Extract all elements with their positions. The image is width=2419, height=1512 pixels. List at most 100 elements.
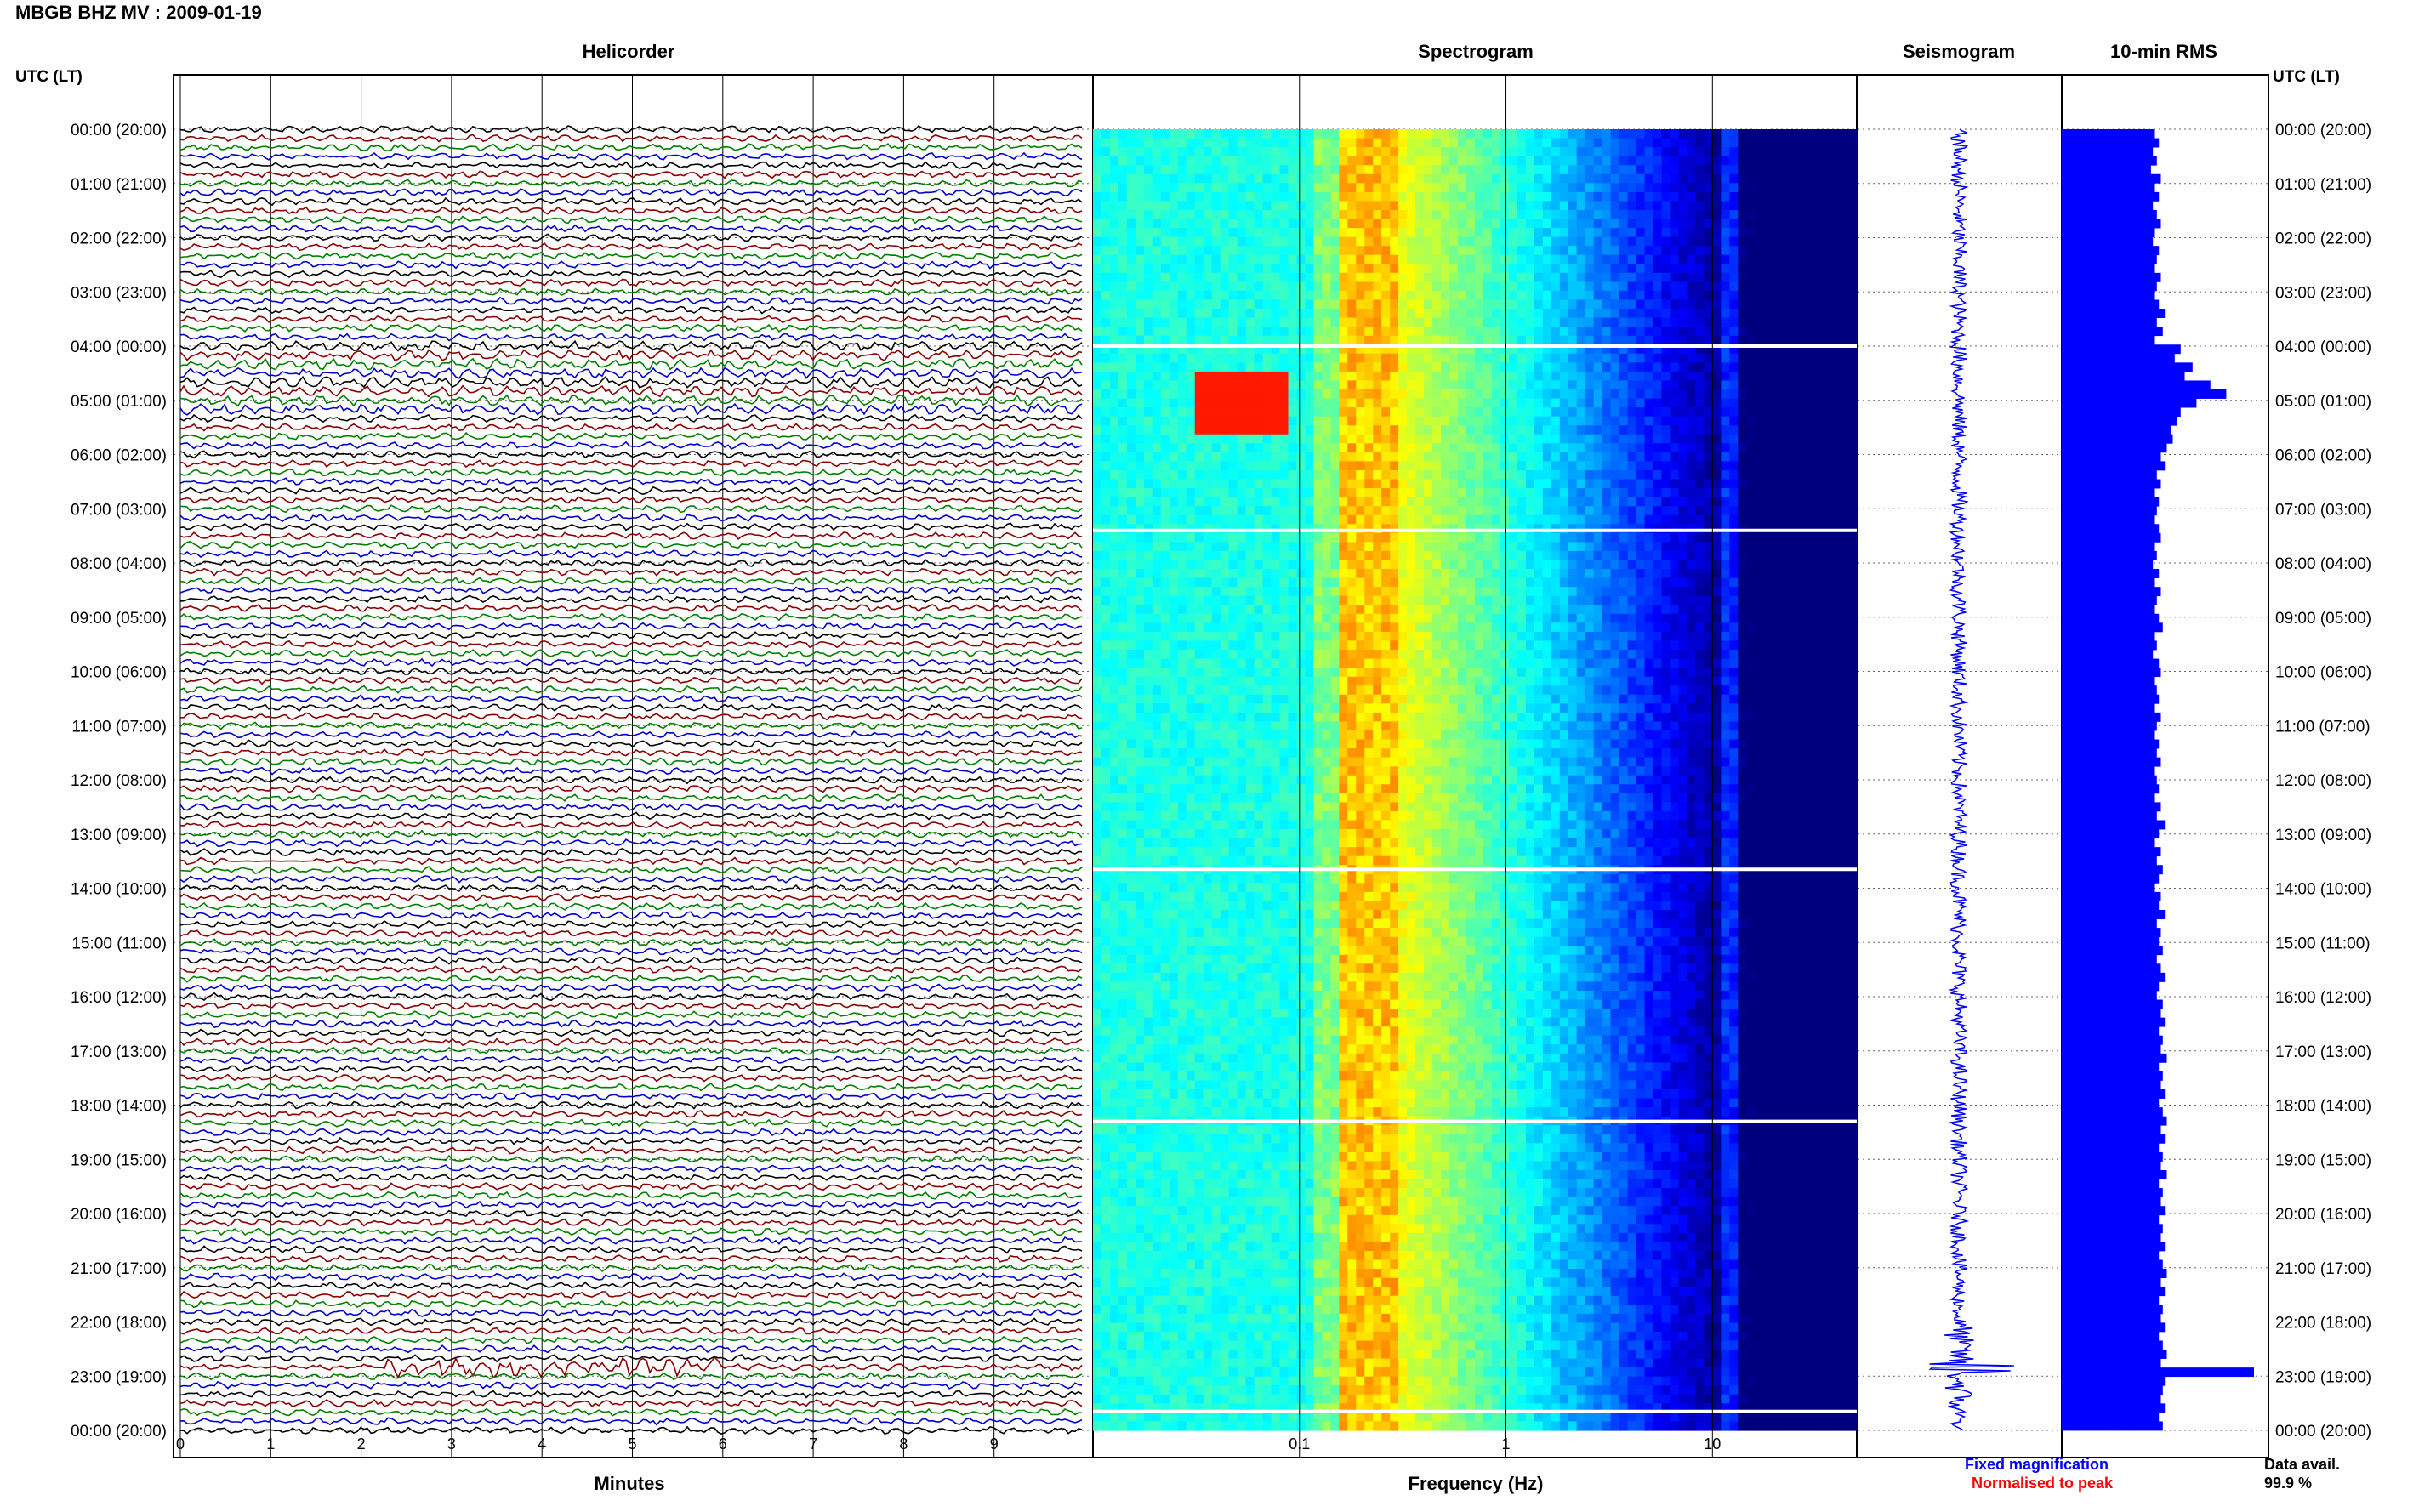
- spectrogram-cell: [1627, 488, 1637, 498]
- spectrogram-cell: [1339, 236, 1348, 247]
- spectrogram-cell: [1576, 362, 1586, 372]
- spectrogram-cell: [1211, 138, 1221, 148]
- spectrogram-cell: [1347, 317, 1357, 327]
- spectrogram-cell: [1763, 371, 1773, 382]
- spectrogram-cell: [1483, 191, 1493, 202]
- spectrogram-cell: [1814, 362, 1824, 372]
- spectrogram-cell: [1831, 210, 1841, 220]
- spectrogram-cell: [1424, 129, 1433, 139]
- spectrogram-cell: [1228, 407, 1238, 418]
- spectrogram-cell: [1475, 389, 1484, 400]
- spectrogram-cell: [1373, 425, 1382, 435]
- spectrogram-cell: [1296, 569, 1306, 579]
- spectrogram-cell: [1695, 452, 1705, 463]
- spectrogram-cell: [1143, 380, 1153, 390]
- spectrogram-cell: [1814, 219, 1824, 229]
- spectrogram-cell: [1322, 488, 1331, 498]
- spectrogram-cell: [1534, 335, 1544, 345]
- spectrogram-cell: [1780, 550, 1790, 561]
- spectrogram-cell: [1619, 264, 1629, 274]
- spectrogram-cell: [1466, 380, 1476, 390]
- spectrogram-cell: [1220, 443, 1230, 453]
- spectrogram-cell: [1721, 560, 1730, 570]
- helicorder-trace: [179, 170, 1083, 179]
- spectrogram-cell: [1704, 272, 1713, 282]
- spectrogram-cell: [1152, 362, 1162, 372]
- time-tick-left: 13:00 (09:00): [71, 827, 167, 844]
- spectrogram-cell: [1364, 371, 1374, 382]
- spectrogram-cell: [1661, 246, 1671, 256]
- spectrogram-cell: [1305, 183, 1314, 193]
- spectrogram-cell: [1220, 254, 1230, 264]
- spectrogram-cell: [1432, 380, 1442, 390]
- spectrogram-cell: [1466, 479, 1476, 489]
- spectrogram-cell: [1177, 532, 1187, 543]
- spectrogram-cell: [1542, 425, 1552, 435]
- spectrogram-cell: [1322, 560, 1331, 570]
- spectrogram-cell: [1271, 389, 1281, 400]
- spectrogram-cell: [1245, 156, 1255, 166]
- spectrogram-cell: [1593, 398, 1603, 408]
- spectrogram-cell: [1313, 309, 1323, 319]
- spectrogram-cell: [1475, 191, 1484, 202]
- spectrogram-cell: [1525, 470, 1535, 480]
- spectrogram-cell: [1568, 165, 1578, 175]
- spectrogram-cell: [1152, 299, 1162, 310]
- spectrogram-cell: [1492, 425, 1501, 435]
- spectrogram-cell: [1449, 219, 1459, 229]
- spectrogram-cell: [1687, 228, 1696, 238]
- spectrogram-cell: [1194, 353, 1204, 363]
- spectrogram-cell: [1424, 362, 1433, 372]
- spectrogram-cell: [1831, 416, 1841, 426]
- spectrogram-cell: [1500, 327, 1510, 337]
- spectrogram-cell: [1763, 479, 1773, 489]
- spectrogram-cell: [1593, 344, 1603, 355]
- helicorder-trace: [179, 1065, 1083, 1074]
- spectrogram-cell: [1330, 479, 1340, 489]
- spectrogram-cell: [1475, 569, 1484, 579]
- spectrogram-cell: [1313, 129, 1323, 139]
- spectrogram-cell: [1738, 443, 1747, 453]
- spectrogram-cell: [1568, 246, 1578, 256]
- time-tick-left: 15:00 (11:00): [71, 935, 167, 952]
- spectrogram-cell: [1364, 327, 1374, 337]
- spectrogram-cell: [1797, 210, 1807, 220]
- spectrogram-cell: [1143, 129, 1153, 139]
- spectrogram-cell: [1169, 165, 1179, 175]
- spectrogram-cell: [1279, 246, 1289, 256]
- spectrogram-cell: [1729, 299, 1739, 310]
- spectrogram-cell: [1492, 173, 1501, 184]
- spectrogram-cell: [1449, 309, 1459, 319]
- spectrogram-cell: [1704, 281, 1713, 292]
- spectrogram-cell: [1356, 254, 1365, 264]
- spectrogram-cell: [1755, 577, 1764, 588]
- spectrogram-cell: [1415, 398, 1425, 408]
- spectrogram-cell: [1143, 281, 1153, 292]
- spectrogram-cell: [1789, 353, 1798, 363]
- spectrogram-cell: [1678, 488, 1688, 498]
- spectrogram-cell: [1568, 228, 1578, 238]
- spectrogram-cell: [1789, 327, 1798, 337]
- spectrogram-cell: [1492, 389, 1501, 400]
- spectrogram-cell: [1738, 353, 1747, 363]
- spectrogram-cell: [1729, 327, 1739, 337]
- spectrogram-cell: [1627, 577, 1637, 588]
- spectrogram-cell: [1415, 587, 1425, 597]
- spectrogram-cell: [1135, 595, 1145, 605]
- spectrogram-cell: [1475, 371, 1484, 382]
- spectrogram-cell: [1636, 138, 1646, 148]
- spectrogram-cell: [1194, 299, 1204, 310]
- spectrogram-cell: [1101, 434, 1111, 444]
- spectrogram-cell: [1627, 165, 1637, 175]
- spectrogram-cell: [1390, 210, 1399, 220]
- spectrogram-cell: [1093, 173, 1102, 184]
- spectrogram-cell: [1347, 416, 1357, 426]
- spectrogram-cell: [1806, 344, 1815, 355]
- spectrogram-cell: [1585, 344, 1595, 355]
- spectrogram-cell: [1305, 577, 1314, 588]
- spectrogram-cell: [1126, 147, 1136, 157]
- spectrogram-cell: [1441, 165, 1450, 175]
- spectrogram-cell: [1135, 497, 1145, 507]
- spectrogram-cell: [1288, 335, 1298, 345]
- spectrogram-cell: [1483, 228, 1493, 238]
